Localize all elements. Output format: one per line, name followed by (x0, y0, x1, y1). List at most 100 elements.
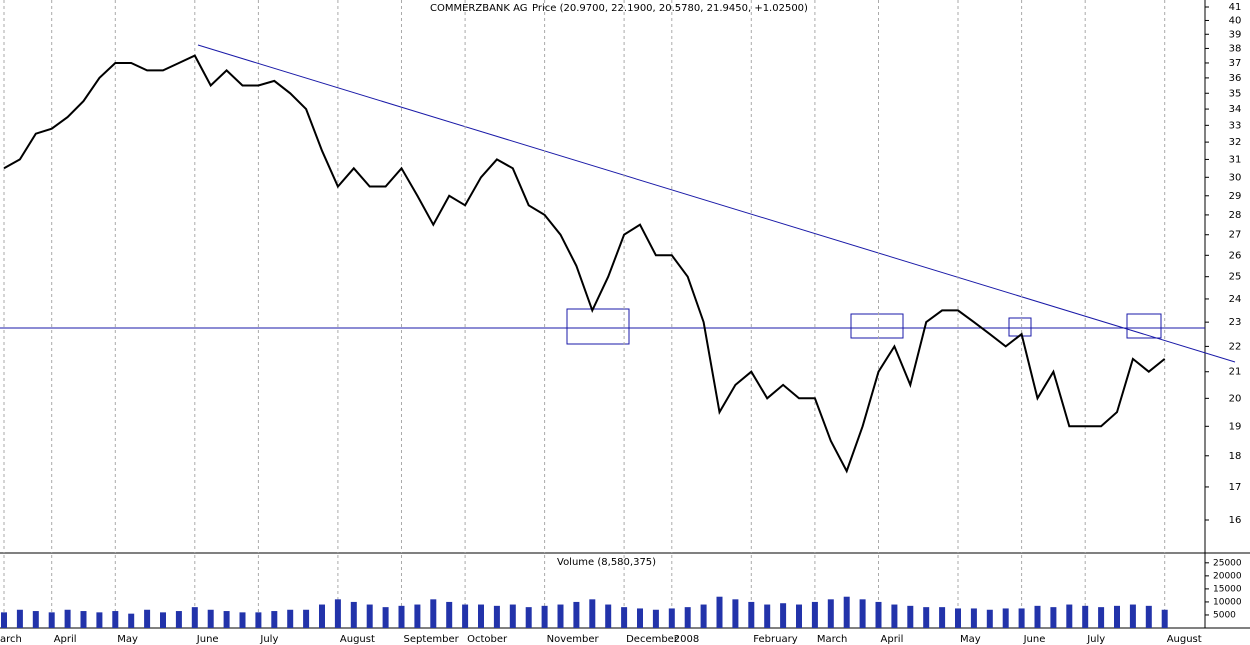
y-tick-label: 30 (1229, 172, 1242, 183)
y-tick-label: 16 (1229, 515, 1242, 526)
y-tick-label: 37 (1229, 58, 1242, 69)
x-tick-label: April (881, 634, 904, 645)
x-tick-label: August (340, 634, 375, 645)
x-tick-label: October (467, 634, 508, 645)
volume-bar (1161, 609, 1168, 628)
volume-bar (64, 609, 71, 628)
y-tick-label: 33 (1229, 120, 1242, 131)
volume-bar (668, 608, 675, 628)
y-tick-label: 24 (1229, 294, 1242, 305)
volume-bar (1050, 607, 1057, 628)
volume-bar (287, 609, 294, 628)
volume-bar (128, 613, 135, 628)
volume-bar (621, 607, 628, 628)
volume-bar (1114, 605, 1120, 628)
x-tick-label: May (117, 634, 138, 645)
volume-bar (16, 609, 23, 628)
volume-bar (48, 612, 55, 628)
volume-bar (589, 599, 596, 628)
y-tick-label: 20 (1229, 393, 1242, 404)
volume-bar (875, 601, 882, 628)
volume-bar (541, 605, 548, 628)
volume-bar (970, 608, 977, 628)
volume-bar (303, 609, 310, 628)
volume-bar (398, 605, 405, 628)
volume-bar (605, 604, 612, 628)
volume-bar (1, 612, 7, 628)
volume-bar (96, 612, 103, 628)
y-tick-label: 23 (1229, 317, 1242, 328)
volume-bar (430, 599, 437, 628)
y-tick-label: 25 (1229, 272, 1242, 283)
volume-bar (652, 609, 659, 628)
volume-bar (1018, 608, 1025, 628)
chart-title: COMMERZBANK AG (430, 3, 528, 14)
trend-line (197, 44, 1236, 363)
x-tick-label: February (753, 634, 797, 645)
volume-bar (907, 605, 914, 628)
volume-bar (716, 596, 723, 628)
volume-bar (827, 599, 834, 628)
x-tick-label: December (626, 634, 679, 645)
y-tick-label: 39 (1229, 29, 1242, 40)
y-tick-label: 28 (1229, 210, 1242, 221)
y-tick-label: 5000 (1213, 610, 1236, 620)
volume-bar (811, 601, 818, 628)
volume-bar (382, 607, 389, 628)
volume-bar (525, 607, 532, 628)
y-tick-label: 38 (1229, 43, 1242, 54)
y-tick-label: 29 (1229, 191, 1242, 202)
volume-bar (891, 604, 898, 628)
volume-bar (557, 604, 564, 628)
volume-bar (700, 604, 707, 628)
y-tick-label: 36 (1229, 73, 1242, 84)
y-tick-label: 19 (1229, 421, 1242, 432)
x-tick-label: arch (0, 634, 22, 645)
volume-bar (144, 609, 151, 628)
volume-bar (923, 607, 930, 628)
volume-bar (1098, 607, 1105, 628)
volume-bar (414, 604, 421, 628)
volume-bar (493, 605, 500, 628)
volume-bar (780, 603, 787, 628)
volume-bar (271, 611, 278, 628)
volume-bar (255, 612, 262, 628)
volume-bar (160, 612, 166, 628)
y-tick-label: 20000 (1213, 571, 1242, 581)
y-tick-label: 41 (1229, 2, 1242, 13)
volume-bar (223, 611, 230, 628)
volume-bar (939, 607, 946, 628)
price-line (3, 54, 1166, 474)
volume-bar (573, 601, 580, 628)
y-tick-label: 17 (1229, 482, 1242, 493)
y-tick-label: 40 (1229, 15, 1242, 26)
highlight-box (1126, 313, 1162, 339)
volume-bar (1145, 605, 1152, 628)
volume-bar (1082, 605, 1089, 628)
volume-bar (843, 596, 850, 628)
x-tick-label: November (547, 634, 600, 645)
chart-subtitle: Price (20.9700, 22.1900, 20.5780, 21.945… (532, 3, 808, 14)
y-tick-label: 26 (1229, 250, 1242, 261)
volume-bar (32, 611, 39, 628)
volume-bar (462, 604, 469, 628)
x-tick-label: July (1086, 634, 1105, 645)
x-tick-label: 2008 (674, 634, 699, 645)
volume-bar (366, 604, 373, 628)
x-tick-label: May (960, 634, 981, 645)
volume-bar (191, 607, 198, 628)
volume-bar (80, 611, 87, 628)
y-tick-label: 34 (1229, 104, 1242, 115)
y-tick-label: 31 (1229, 154, 1242, 165)
volume-bar (732, 599, 739, 628)
volume-bar (478, 604, 484, 628)
volume-bar (334, 599, 341, 628)
volume-bar (175, 611, 182, 628)
x-tick-label: September (404, 634, 460, 645)
volume-bar (955, 608, 961, 628)
volume-bar (637, 608, 643, 628)
volume-title: Volume (8,580,375) (557, 557, 656, 568)
volume-bar (112, 611, 119, 628)
y-tick-label: 15000 (1213, 584, 1242, 594)
volume-bar (239, 612, 246, 628)
